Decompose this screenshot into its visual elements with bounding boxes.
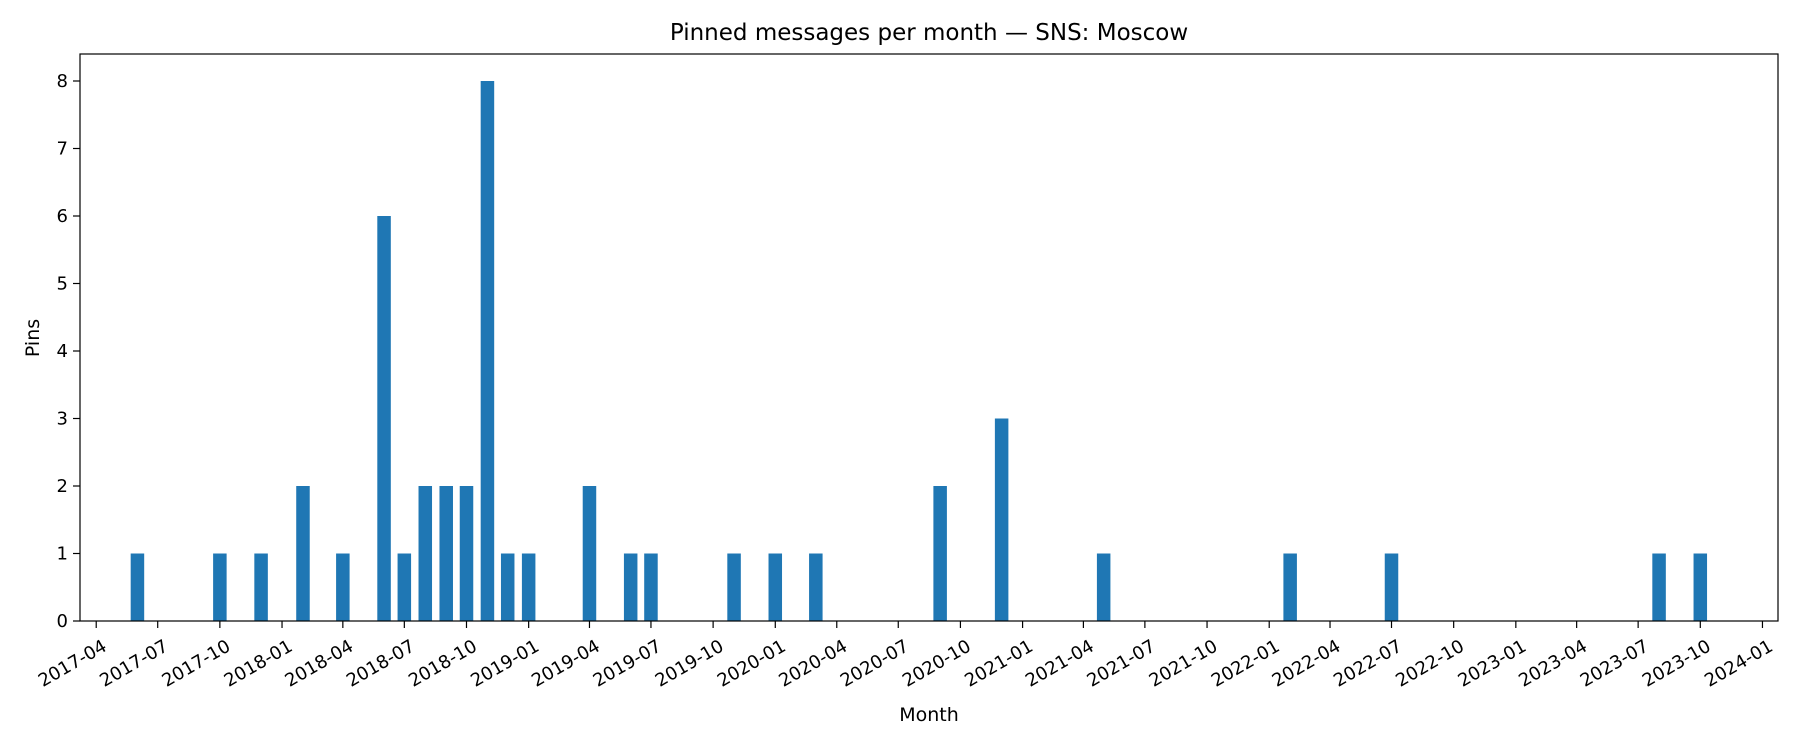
bar-2018-04: [336, 553, 350, 621]
bar-2018-06: [377, 216, 391, 621]
bar-2019-06: [623, 553, 638, 621]
bar-2019-07: [644, 553, 658, 621]
bar-2020-09: [933, 486, 947, 621]
bar-2017-06: [130, 553, 145, 621]
bar-2018-10: [459, 486, 474, 621]
bar-2020-01: [768, 553, 783, 621]
bar-2020-03: [809, 553, 823, 621]
x-axis-label: Month: [899, 704, 959, 726]
bar-2018-09: [439, 486, 453, 621]
bar-2023-10: [1693, 553, 1708, 621]
bar-2022-07: [1384, 553, 1399, 621]
bar-2019-04: [582, 486, 597, 621]
y-tick-label: 4: [57, 341, 68, 362]
y-tick-label: 6: [57, 206, 68, 227]
bar-2017-10: [213, 553, 227, 621]
y-tick-label: 0: [57, 611, 68, 632]
bar-2018-11: [480, 81, 495, 621]
bar-2018-08: [418, 486, 433, 621]
bar-2018-07: [397, 553, 412, 621]
y-tick-label: 1: [57, 544, 68, 565]
bars: [130, 81, 1708, 621]
bar-2018-02: [296, 486, 310, 621]
bar-2023-08: [1652, 553, 1666, 621]
bar-2019-11: [727, 553, 741, 621]
bar-2018-12: [500, 553, 515, 621]
bar-2020-12: [994, 418, 1009, 621]
chart-title: Pinned messages per month — SNS: Moscow: [670, 20, 1188, 46]
bar-2021-05: [1096, 553, 1111, 621]
y-tick-label: 8: [57, 71, 68, 92]
bar-2019-01: [521, 553, 536, 621]
y-axis-ticks: 0 1 2 3 4 5 6 7 8: [57, 71, 80, 632]
plot-frame: [79, 53, 1779, 622]
y-axis-label: Pins: [22, 319, 44, 357]
y-tick-label: 3: [57, 409, 68, 430]
bar-2022-02: [1283, 553, 1297, 621]
y-tick-label: 7: [57, 139, 68, 160]
y-tick-label: 5: [57, 274, 68, 295]
y-tick-label: 2: [57, 476, 68, 497]
bar-2017-12: [254, 553, 268, 621]
